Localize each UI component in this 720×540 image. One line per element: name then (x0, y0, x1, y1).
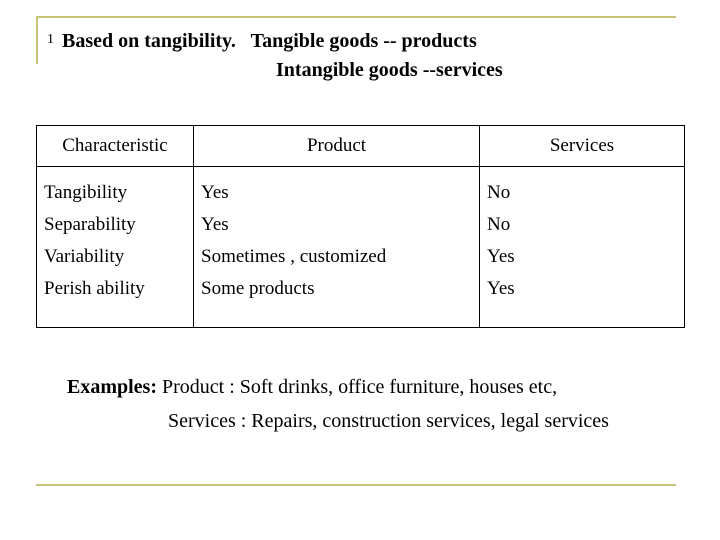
services-tangibility: No (487, 182, 511, 203)
characteristic-column: Tangibility Separability Variability Per… (36, 166, 194, 328)
heading-line-2: Intangible goods --services (276, 59, 503, 81)
product-separability: Yes (201, 214, 229, 235)
product-tangibility: Yes (201, 182, 229, 203)
services-separability: No (487, 214, 511, 235)
product-variability: Sometimes , customized (201, 246, 387, 267)
bottom-rule (36, 484, 676, 486)
table-header-row: Characteristic Product Services (36, 125, 685, 167)
services-column: No No Yes Yes (479, 166, 685, 328)
header-services: Services (479, 125, 685, 167)
services-variability: Yes (487, 246, 515, 267)
heading-line-1: Based on tangibility. Tangible goods -- … (62, 30, 477, 52)
examples-services-line: Services : Repairs, construction service… (168, 410, 609, 432)
comparison-table: Characteristic Product Services Tangibil… (36, 125, 685, 328)
characteristic-perishability: Perish ability (44, 278, 145, 299)
left-rule (36, 16, 38, 64)
bullet-number: 1 (47, 32, 54, 47)
examples-label: Examples: (67, 376, 157, 398)
header-product: Product (193, 125, 480, 167)
examples-product-line: Examples: Product : Soft drinks, office … (67, 374, 557, 400)
services-perishability: Yes (487, 278, 515, 299)
characteristic-tangibility: Tangibility (44, 182, 128, 203)
product-perishability: Some products (201, 278, 315, 299)
characteristic-separability: Separability (44, 214, 136, 235)
examples-product-text: Product : Soft drinks, office furniture,… (157, 376, 558, 398)
product-column: Yes Yes Sometimes , customized Some prod… (193, 166, 480, 328)
top-rule (36, 16, 676, 18)
characteristic-variability: Variability (44, 246, 125, 267)
table-body-row: Tangibility Separability Variability Per… (36, 166, 685, 328)
header-characteristic: Characteristic (36, 125, 194, 167)
